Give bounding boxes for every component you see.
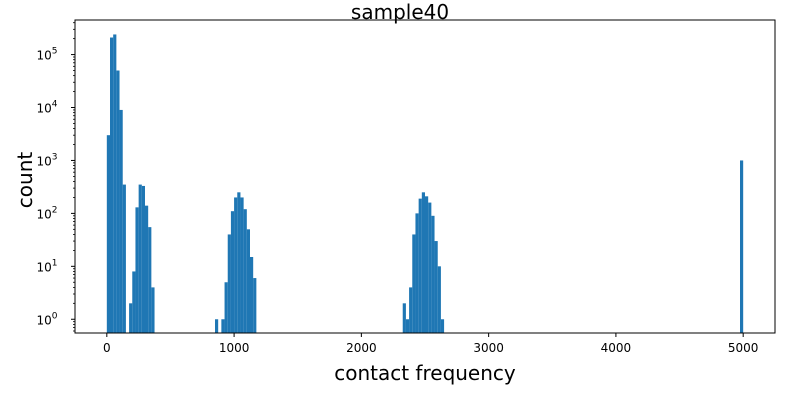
- y-tick-base: 10: [36, 207, 51, 221]
- histogram-bar: [253, 278, 257, 333]
- y-tick-label: 100: [36, 311, 57, 327]
- histogram-bar: [110, 37, 114, 334]
- histogram-bar: [141, 185, 145, 333]
- histogram-bar: [151, 287, 155, 333]
- histogram-bar: [224, 282, 228, 333]
- histogram-bar: [428, 202, 432, 333]
- histogram-bar: [234, 197, 238, 333]
- y-tick-base: 10: [36, 154, 51, 168]
- x-tick-label: 3000: [473, 341, 504, 355]
- histogram-bar: [405, 319, 410, 333]
- histogram-bar: [740, 160, 744, 333]
- histogram-bar: [145, 205, 149, 333]
- y-tick-exponent: 3: [52, 152, 58, 162]
- histogram-bar: [437, 266, 441, 333]
- y-tick-exponent: 5: [52, 47, 58, 57]
- histogram-bar: [227, 234, 231, 333]
- histogram-bar: [434, 241, 438, 333]
- x-axis: 0 1000 2000 3000 4000 5000: [103, 333, 758, 355]
- bars-layer: [106, 34, 744, 334]
- y-tick-exponent: 0: [52, 311, 58, 321]
- y-tick-label: 105: [36, 47, 57, 63]
- y-tick-base: 10: [36, 102, 51, 116]
- histogram-bar: [440, 319, 445, 333]
- histogram-bar: [230, 211, 235, 333]
- histogram-bar: [415, 213, 419, 333]
- histogram-bar: [221, 319, 225, 333]
- y-tick-label: 103: [36, 152, 57, 168]
- histogram-bar: [132, 271, 136, 333]
- x-tick-label: 2000: [346, 341, 377, 355]
- histogram-bar: [113, 34, 117, 333]
- histogram-bar: [215, 319, 219, 333]
- y-tick-label: 104: [36, 100, 57, 116]
- histogram-bar: [412, 234, 416, 333]
- y-tick-exponent: 1: [52, 258, 58, 268]
- histogram-bar: [129, 303, 133, 333]
- histogram-bar: [425, 196, 429, 333]
- histogram-bar: [138, 184, 142, 333]
- y-tick-base: 10: [36, 313, 51, 327]
- histogram-bar: [421, 192, 425, 333]
- y-tick-base: 10: [36, 49, 51, 63]
- histogram-bar: [402, 303, 406, 333]
- histogram-bar: [106, 135, 110, 333]
- histogram-bar: [148, 227, 152, 333]
- histogram-bar: [246, 229, 250, 333]
- y-tick-base: 10: [36, 260, 51, 274]
- y-tick-label: 102: [36, 205, 57, 221]
- x-axis-label: contact frequency: [334, 361, 516, 385]
- x-tick-label: 4000: [601, 341, 632, 355]
- histogram-bar: [250, 257, 254, 333]
- y-tick-exponent: 4: [52, 100, 58, 110]
- histogram-bar: [240, 197, 244, 333]
- histogram-bar: [119, 109, 123, 333]
- histogram-bar: [116, 70, 120, 333]
- histogram-bar: [237, 192, 241, 333]
- histogram-bar: [243, 209, 247, 333]
- x-tick-label: 5000: [728, 341, 759, 355]
- histogram-bar: [431, 215, 435, 333]
- y-tick-exponent: 2: [52, 205, 58, 215]
- histogram-bar: [135, 207, 139, 333]
- x-tick-label: 1000: [219, 341, 250, 355]
- histogram-bar: [418, 198, 422, 333]
- histogram-bar: [409, 287, 413, 333]
- y-tick-label: 101: [36, 258, 57, 274]
- histogram-bar: [122, 184, 126, 333]
- y-axis-label: count: [13, 152, 37, 209]
- x-tick-label: 0: [103, 341, 111, 355]
